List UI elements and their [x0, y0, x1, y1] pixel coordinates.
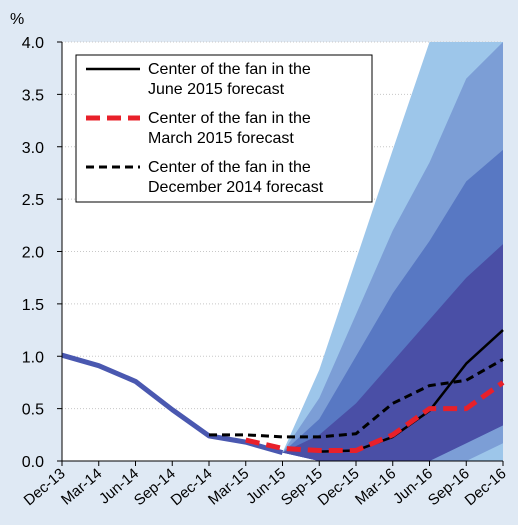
legend-label: Center of the fan in the December 2014 fo…	[148, 159, 324, 196]
x-tick-label: Sep-15	[278, 465, 326, 509]
x-tick-label: Sep-14	[131, 465, 179, 509]
series-line	[209, 358, 504, 439]
x-tick-label: Mar-15	[205, 465, 252, 509]
x-tick-label: Dec-15	[315, 465, 363, 509]
y-tick-label: 3.0	[22, 140, 44, 157]
x-tick-label: Dec-13	[21, 465, 69, 509]
y-tick-label: 0.5	[22, 402, 44, 419]
y-tick-label: 2.0	[22, 245, 44, 262]
y-tick-label: 2.5	[22, 192, 44, 209]
legend-box	[75, 54, 373, 203]
y-tick-label: 1.0	[22, 349, 44, 366]
x-tick-label: Dec-14	[168, 465, 216, 509]
y-tick-label: 3.5	[22, 87, 44, 104]
x-tick-label: Sep-16	[425, 465, 473, 509]
legend-label: Center of the fan in the March 2015 forec…	[148, 110, 311, 147]
y-unit: %	[10, 11, 24, 28]
y-tick-label: 1.5	[22, 297, 44, 314]
x-tick-label: Mar-16	[352, 465, 399, 509]
y-tick-label: 0.0	[22, 454, 44, 471]
x-tick-label: Dec-16	[462, 465, 510, 509]
legend-label: Center of the fan in the June 2015 foreca…	[148, 61, 311, 98]
series-line	[245, 380, 505, 454]
x-tick-label: Mar-14	[58, 465, 105, 509]
y-tick-label: 4.0	[22, 35, 44, 52]
